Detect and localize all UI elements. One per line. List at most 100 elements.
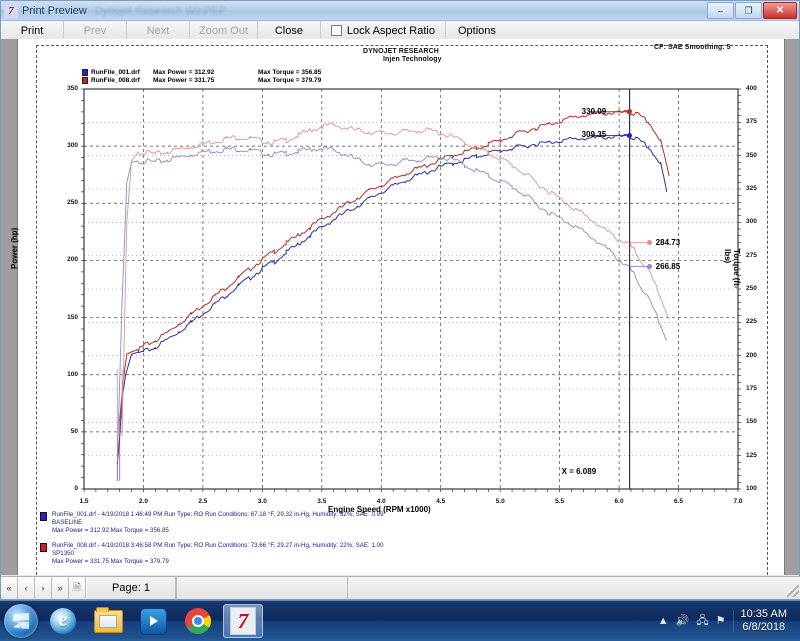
legend-swatch-icon — [82, 68, 88, 76]
close-preview-button[interactable]: Close — [258, 21, 321, 40]
show-hidden-icons-icon[interactable]: ▲ — [657, 614, 669, 627]
title-bar: 7 Print Preview Dynojet Research WinPEP … — [1, 1, 799, 21]
axis-tick-label: 250 — [67, 199, 78, 207]
taskbar-windows-explorer[interactable] — [88, 604, 128, 638]
lock-aspect-ratio-label: Lock Aspect Ratio — [346, 24, 435, 37]
preview-toolbar: Print Prev Next Zoom Out Close Lock Aspe… — [1, 21, 799, 41]
x-axis-title: Engine Speed (RPM x1000) — [328, 505, 431, 514]
folder-icon — [93, 606, 123, 633]
last-page-button[interactable]: » — [52, 577, 69, 599]
annotation-dot-torque-red — [647, 240, 653, 246]
cursor-x-readout: X = 6.089 — [561, 467, 597, 476]
chart-brand: DYNOJET RESEARCH — [363, 48, 439, 55]
run-name: SP1350 — [52, 549, 75, 557]
zoom-out-button[interactable]: Zoom Out — [190, 21, 258, 40]
axis-tick-label: 6.0 — [614, 498, 624, 505]
preview-canvas[interactable]: DYNOJET RESEARCH Injen Technology CF: SA… — [1, 39, 799, 575]
axis-tick-label: 3.0 — [257, 498, 267, 505]
taskbar-dynojet-winpep[interactable]: 7 — [223, 604, 263, 638]
run-entry: RunFile_001.drf - 4/19/2018 1:46:49 PM R… — [40, 511, 760, 536]
taskbar-internet-explorer[interactable] — [43, 604, 83, 638]
taskbar-media-player[interactable] — [133, 604, 173, 638]
axis-tick-label: 300 — [67, 142, 78, 150]
previous-page-button[interactable]: ‹ — [18, 577, 35, 599]
run-color-swatch-icon — [40, 542, 47, 552]
axis-tick-label: 7.0 — [733, 498, 743, 505]
network-icon[interactable]: 🖧 — [696, 614, 709, 627]
status-spacer-1 — [176, 577, 347, 599]
chart-legend: RunFile_001.drf Max Power = 312.92 Max T… — [82, 68, 321, 84]
y-axis-title: Power (hp) — [10, 227, 19, 269]
internet-explorer-icon — [50, 608, 76, 634]
axis-tick-label: 375 — [746, 118, 757, 126]
axis-tick-label: 350 — [67, 85, 78, 92]
windows-taskbar: 7 ▲ 🔊 🖧 ⚑ 10:35 AM 6/8/2018 — [0, 600, 800, 641]
axis-tick-label: 4.0 — [376, 498, 386, 505]
axis-tick-label: 325 — [746, 185, 757, 192]
window-title: Print Preview — [22, 4, 87, 17]
window-title-secondary: Dynojet Research WinPEP — [94, 4, 227, 17]
axis-tick-label: 250 — [746, 285, 757, 292]
options-button[interactable]: Options — [446, 21, 508, 40]
print-button[interactable]: Print — [1, 21, 64, 40]
axis-tick-label: 100 — [67, 370, 78, 378]
prev-page-button[interactable]: Prev — [64, 21, 127, 40]
start-button-icon[interactable] — [4, 604, 38, 638]
dynojet-seven-icon: 7 — [230, 607, 256, 635]
status-spacer-2 — [347, 577, 800, 599]
axis-tick-label: 200 — [67, 256, 78, 264]
annotation-torque-blue: 266.85 — [655, 261, 681, 271]
legend-max-power: Max Power = 331.75 — [153, 76, 215, 84]
axis-tick-label: 200 — [746, 351, 757, 359]
resize-grip[interactable] — [787, 585, 799, 597]
axis-tick-label: 175 — [746, 385, 757, 392]
action-center-icon[interactable]: ⚑ — [715, 614, 726, 627]
close-icon: ✕ — [775, 4, 785, 16]
axis-tick-label: 2.0 — [138, 498, 148, 505]
page-navigation: « ‹ › » 🗎 — [1, 577, 86, 599]
run-header: RunFile_008.drf - 4/19/2018 3:46:58 PM R… — [52, 541, 384, 549]
annotation-power-blue: 309.35 — [581, 130, 607, 140]
window-controls: – ❐ ✕ — [707, 2, 797, 19]
annotation-dot-power-blue — [627, 132, 633, 138]
axis-tick-label: 100 — [746, 485, 757, 492]
tray-divider — [732, 610, 734, 632]
axis-tick-label: 5.5 — [555, 498, 565, 505]
axis-tick-label: 300 — [746, 218, 757, 226]
legend-file: RunFile_001.drf — [91, 68, 140, 76]
y2-axis-title: Torque (ft-lbs) — [723, 249, 741, 289]
next-page-button[interactable]: › — [35, 577, 52, 599]
first-page-button[interactable]: « — [1, 577, 18, 599]
axis-tick-label: 4.5 — [436, 498, 446, 505]
axis-tick-label: 400 — [746, 85, 757, 92]
legend-item: RunFile_008.drf Max Power = 331.75 Max T… — [82, 76, 321, 84]
legend-max-torque: Max Torque = 356.85 — [258, 68, 322, 76]
media-player-icon — [139, 607, 167, 635]
minimize-button[interactable]: – — [707, 2, 734, 19]
zoom-out-label: Zoom Out — [199, 24, 248, 37]
run-header: RunFile_001.drf - 4/19/2018 1:46:49 PM R… — [52, 511, 384, 518]
annotation-torque-red: 284.73 — [655, 237, 681, 247]
chart-plot-svg — [81, 88, 741, 492]
restore-icon: ❐ — [744, 5, 753, 15]
clock-date: 6/8/2018 — [742, 621, 786, 633]
chart-correction-factor: CF: SAE Smoothing: 5 — [654, 44, 731, 51]
next-page-button[interactable]: Next — [127, 21, 190, 40]
page-setup-icon[interactable]: 🗎 — [69, 577, 86, 599]
volume-icon[interactable]: 🔊 — [675, 614, 690, 627]
axis-tick-label: 150 — [67, 313, 78, 321]
axis-tick-label: 350 — [746, 151, 757, 159]
chart-subtitle: Injen Technology — [383, 56, 442, 63]
maximize-button[interactable]: ❐ — [735, 2, 762, 19]
legend-swatch-icon — [82, 76, 88, 84]
clock[interactable]: 10:35 AM 6/8/2018 — [741, 608, 793, 634]
close-window-button[interactable]: ✕ — [763, 2, 797, 19]
legend-max-torque: Max Torque = 379.79 — [258, 76, 322, 84]
lock-aspect-ratio-checkbox[interactable]: Lock Aspect Ratio — [321, 21, 446, 40]
preview-page: DYNOJET RESEARCH Injen Technology CF: SA… — [10, 39, 784, 575]
dyno-chart: DYNOJET RESEARCH Injen Technology CF: SA… — [10, 39, 784, 575]
legend-item: RunFile_001.drf Max Power = 312.92 Max T… — [82, 68, 321, 76]
taskbar-google-chrome[interactable] — [178, 604, 218, 638]
dynojet-seven-icon: 7 — [4, 3, 18, 18]
